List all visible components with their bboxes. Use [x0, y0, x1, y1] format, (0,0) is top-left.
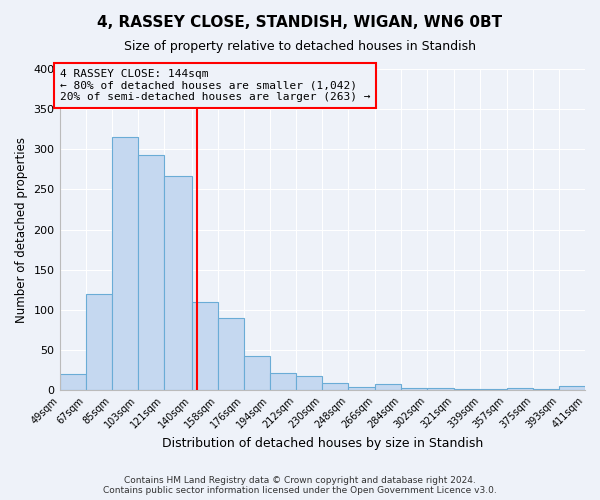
Text: Contains HM Land Registry data © Crown copyright and database right 2024.
Contai: Contains HM Land Registry data © Crown c… — [103, 476, 497, 495]
Bar — [322, 383, 349, 390]
Bar — [164, 176, 191, 390]
Bar — [296, 376, 322, 390]
Bar — [218, 318, 244, 390]
Bar — [506, 388, 533, 390]
Bar — [138, 155, 164, 390]
Bar — [401, 388, 427, 390]
Bar — [112, 138, 138, 390]
Text: Size of property relative to detached houses in Standish: Size of property relative to detached ho… — [124, 40, 476, 53]
Bar — [374, 384, 401, 390]
Bar — [559, 386, 585, 390]
Bar — [481, 388, 506, 390]
Bar — [59, 374, 86, 390]
Bar — [191, 302, 218, 390]
Text: 4 RASSEY CLOSE: 144sqm
← 80% of detached houses are smaller (1,042)
20% of semi-: 4 RASSEY CLOSE: 144sqm ← 80% of detached… — [59, 69, 370, 102]
Bar — [349, 387, 374, 390]
Bar — [533, 388, 559, 390]
X-axis label: Distribution of detached houses by size in Standish: Distribution of detached houses by size … — [161, 437, 483, 450]
Bar — [86, 294, 112, 390]
Bar — [427, 388, 454, 390]
Bar — [270, 372, 296, 390]
Bar — [244, 356, 270, 390]
Text: 4, RASSEY CLOSE, STANDISH, WIGAN, WN6 0BT: 4, RASSEY CLOSE, STANDISH, WIGAN, WN6 0B… — [97, 15, 503, 30]
Bar — [454, 388, 481, 390]
Y-axis label: Number of detached properties: Number of detached properties — [15, 136, 28, 322]
